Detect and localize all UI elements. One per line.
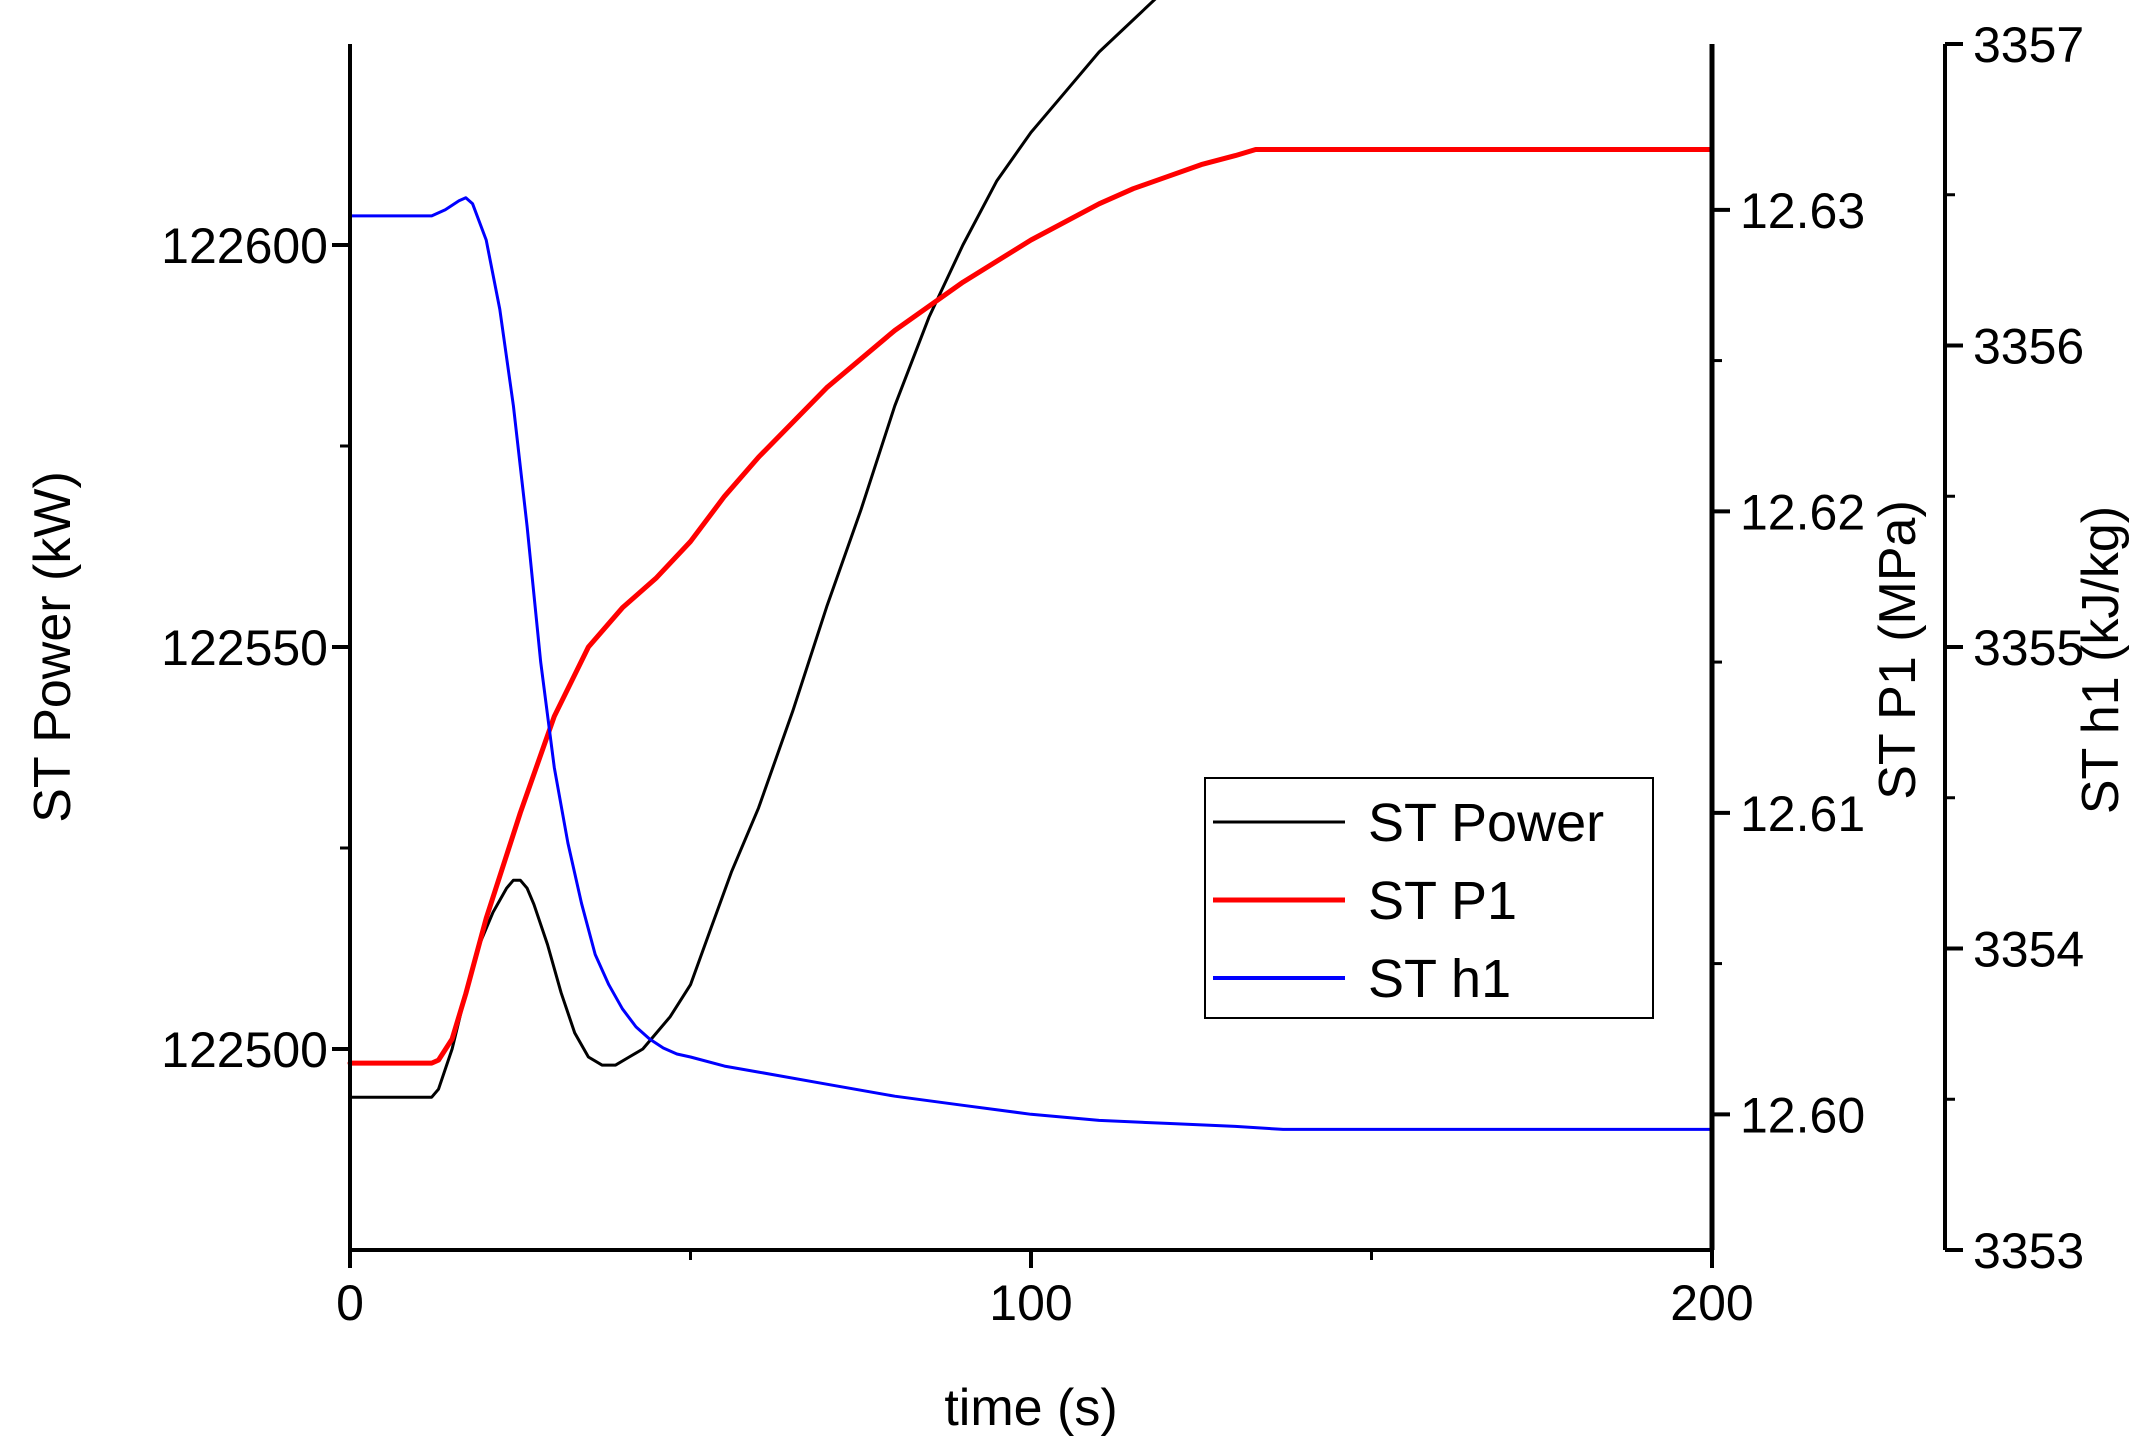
y-tick-label-power: 122500 (161, 1022, 328, 1078)
y-axis-label-h1: ST h1 (kJ/kg) (2072, 506, 2130, 814)
axes-layer: time (s) ST Power (kW) ST P1 (MPa) ST h1… (24, 17, 2130, 1437)
y-tick-label-h1: 3357 (1973, 17, 2084, 73)
x-tick-label: 0 (336, 1275, 364, 1331)
y-tick-label-h1: 3353 (1973, 1223, 2084, 1279)
legend: ST Power ST P1 ST h1 (1204, 777, 1654, 1019)
x-tick-label: 200 (1670, 1275, 1753, 1331)
y-tick-label-p1: 12.62 (1740, 484, 1865, 540)
y-tick-label-p1: 12.60 (1740, 1087, 1865, 1143)
series-line-st-power (348, 0, 1157, 1099)
series-line-st-p1 (347, 147, 1715, 1066)
y-tick-label-power: 122550 (161, 620, 328, 676)
y-tick-label-p1: 12.61 (1740, 786, 1865, 842)
x-tick-label: 100 (989, 1275, 1072, 1331)
series-line-st-h1 (348, 196, 1714, 1131)
legend-label-st-p1: ST P1 (1368, 871, 1517, 931)
legend-label-st-power: ST Power (1368, 793, 1604, 853)
y-axis-label-power: ST Power (kW) (24, 471, 82, 823)
legend-label-st-h1: ST h1 (1368, 949, 1511, 1009)
y-tick-label-power: 122600 (161, 218, 328, 274)
series-layer (347, 0, 1715, 1131)
y-tick-label-h1: 3355 (1973, 620, 2084, 676)
y-tick-label-h1: 3356 (1973, 319, 2084, 375)
y-tick-label-p1: 12.63 (1740, 183, 1865, 239)
y-axis-label-p1: ST P1 (MPa) (1869, 500, 1927, 800)
x-axis-label: time (s) (944, 1379, 1117, 1437)
y-tick-label-h1: 3354 (1973, 922, 2084, 978)
